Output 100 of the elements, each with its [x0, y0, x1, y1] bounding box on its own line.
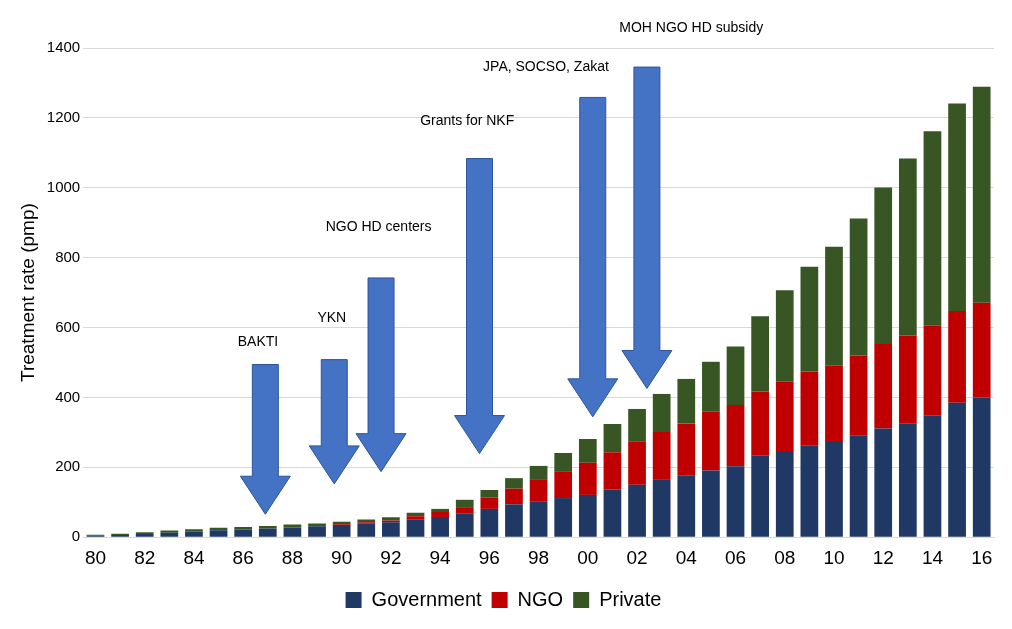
bar	[455, 499, 474, 508]
bar	[874, 343, 893, 429]
x-tick-label: 12	[872, 546, 894, 568]
y-tick-label: 800	[55, 247, 81, 265]
bar	[751, 316, 769, 392]
bar	[923, 415, 942, 537]
text: MOH NGO HD subsidy	[619, 18, 764, 35]
bar	[825, 246, 843, 366]
bar	[898, 423, 917, 537]
bar	[825, 441, 843, 537]
bar	[505, 478, 523, 489]
bar	[652, 479, 671, 537]
bar	[874, 187, 893, 344]
bar	[628, 441, 646, 485]
bar	[578, 494, 597, 537]
bar	[751, 391, 769, 456]
y-tick-label: 1400	[46, 38, 81, 56]
bar	[628, 408, 646, 442]
bar	[775, 450, 794, 537]
bar	[972, 86, 991, 303]
bar	[751, 455, 769, 537]
x-tick-label: 08	[774, 546, 796, 568]
bar	[578, 439, 597, 463]
bar	[849, 218, 868, 356]
bar	[234, 527, 253, 530]
y-tick-label: 200	[55, 457, 81, 475]
annotation: BAKTI	[237, 333, 279, 350]
bar	[677, 475, 696, 537]
bar	[726, 405, 745, 467]
x-tick-label: 16	[971, 546, 993, 568]
bar	[160, 530, 179, 533]
legend-label: NGO	[517, 587, 564, 610]
bar	[283, 527, 302, 537]
bar	[185, 529, 203, 532]
annotation: Grants for NKF	[420, 112, 515, 129]
bar	[652, 393, 671, 433]
bar	[332, 524, 351, 537]
bar	[529, 479, 548, 502]
y-tick-label: 0	[71, 527, 81, 545]
bar	[603, 489, 622, 537]
bar	[603, 423, 622, 453]
bar	[480, 497, 499, 509]
y-tick-label: 1200	[46, 108, 81, 126]
y-axis-title: Treatment rate (pmp)	[16, 203, 38, 382]
bar	[972, 302, 991, 398]
bar	[578, 462, 597, 495]
bar	[652, 432, 671, 480]
bar	[702, 411, 720, 471]
bar	[702, 470, 720, 537]
bar	[234, 529, 253, 537]
bar	[406, 516, 425, 520]
x-tick-label: 90	[331, 546, 353, 568]
bar	[185, 531, 203, 537]
bar	[898, 158, 917, 336]
bar	[775, 381, 794, 451]
bar	[431, 517, 449, 537]
bar	[726, 346, 745, 406]
bar	[554, 452, 573, 472]
bar	[554, 498, 573, 537]
bar	[480, 508, 499, 537]
x-tick-label: 14	[921, 546, 944, 568]
bar	[948, 311, 966, 403]
bar	[702, 361, 720, 412]
bar	[505, 504, 523, 537]
bar	[431, 508, 449, 513]
bar	[308, 526, 326, 537]
bar	[505, 488, 523, 505]
bar	[455, 513, 474, 537]
bar	[677, 378, 696, 424]
bar	[431, 512, 449, 518]
bar	[849, 435, 868, 537]
x-tick-label: 94	[429, 546, 452, 568]
bar	[948, 103, 966, 312]
bar	[677, 423, 696, 476]
bar	[898, 335, 917, 424]
x-tick-label: 80	[84, 546, 107, 568]
x-tick-label: 84	[183, 546, 205, 568]
bar	[529, 465, 548, 480]
bar	[480, 490, 499, 498]
bar	[357, 523, 376, 537]
x-tick-label: 82	[134, 546, 156, 568]
x-tick-label: 10	[823, 546, 845, 568]
bar	[160, 532, 179, 537]
x-tick-label: 02	[626, 546, 648, 568]
x-tick-label: 04	[675, 546, 698, 568]
bar	[800, 371, 819, 446]
bar	[972, 397, 991, 537]
annotation: JPA, SOCSO, Zakat	[483, 57, 609, 74]
bar	[455, 507, 474, 514]
x-tick-label: 98	[528, 546, 550, 568]
bar	[775, 290, 794, 382]
legend-label: Government	[371, 587, 483, 610]
annotation: NGO HD centers	[325, 217, 432, 234]
bar	[258, 528, 277, 537]
bar	[923, 131, 942, 326]
x-tick-label: 86	[232, 546, 254, 568]
bar	[554, 471, 573, 499]
legend-label: Private	[599, 587, 662, 610]
x-tick-label: 00	[577, 546, 599, 568]
bar	[800, 266, 819, 372]
